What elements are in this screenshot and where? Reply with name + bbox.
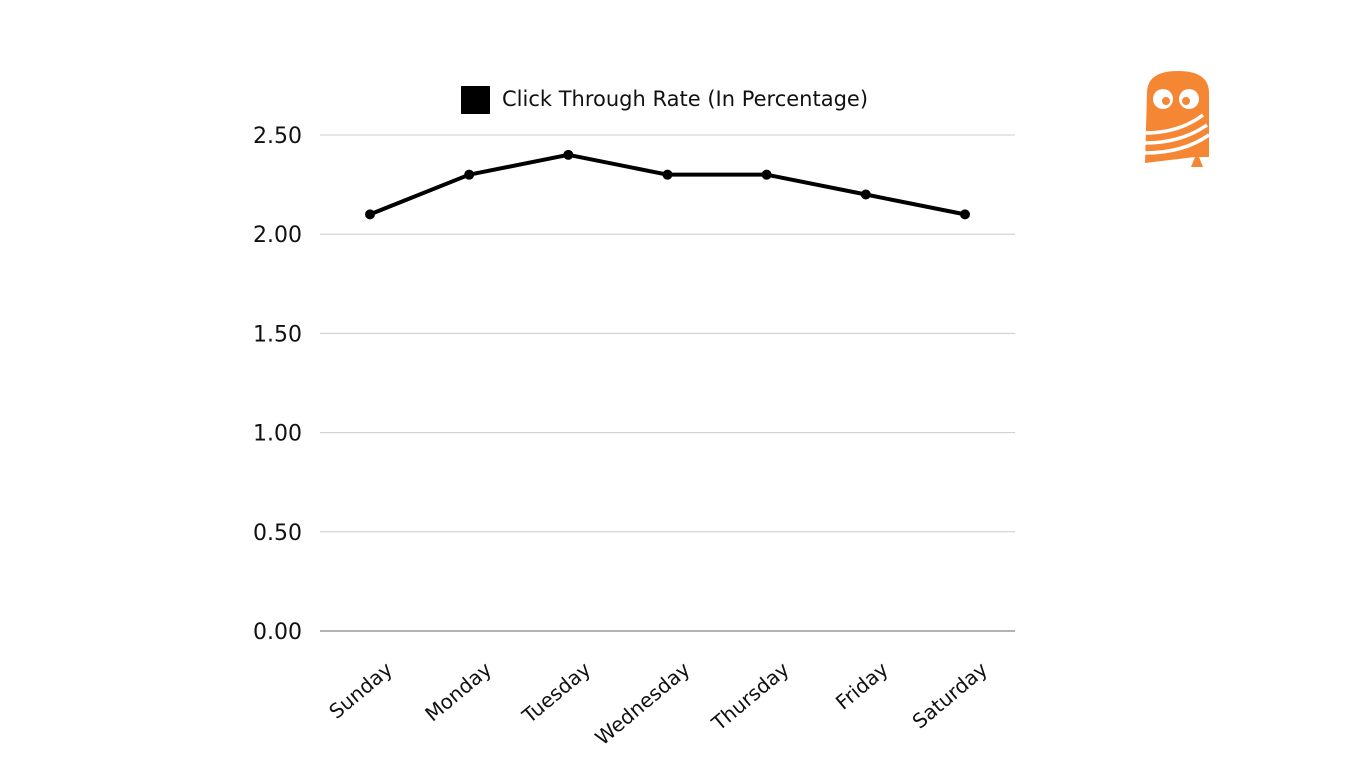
data-point (860, 189, 871, 200)
x-tick-label: Thursday (706, 657, 794, 736)
data-point (365, 209, 375, 220)
grid-lines (320, 134, 1015, 632)
x-tick-label: Sunday (324, 657, 397, 724)
x-tick-label: Saturday (908, 657, 993, 733)
y-axis-tick-labels: 0.00 0.50 1.00 1.50 2.00 2.50 (253, 124, 302, 645)
legend-label: Click Through Rate (In Percentage) (502, 87, 868, 111)
x-tick-label: Monday (420, 657, 496, 726)
y-tick-label: 0.50 (253, 521, 302, 546)
x-tick-label: Tuesday (517, 657, 596, 728)
data-point (662, 169, 673, 180)
legend-swatch (461, 86, 490, 114)
series-layer (365, 149, 970, 220)
x-tick-label: Friday (831, 657, 893, 714)
y-tick-label: 1.50 (253, 322, 302, 347)
y-tick-label: 2.00 (253, 223, 302, 248)
y-tick-label: 1.00 (253, 422, 302, 447)
data-point (563, 149, 574, 160)
y-tick-label: 0.00 (253, 620, 302, 645)
data-point (960, 209, 970, 220)
x-tick-label: Wednesday (590, 657, 694, 750)
owl-logo-icon (1144, 71, 1210, 167)
data-point (464, 169, 475, 180)
data-point (761, 169, 772, 180)
chart-legend: Click Through Rate (In Percentage) (461, 86, 868, 114)
series-line (369, 152, 966, 217)
y-tick-label: 2.50 (253, 124, 302, 149)
